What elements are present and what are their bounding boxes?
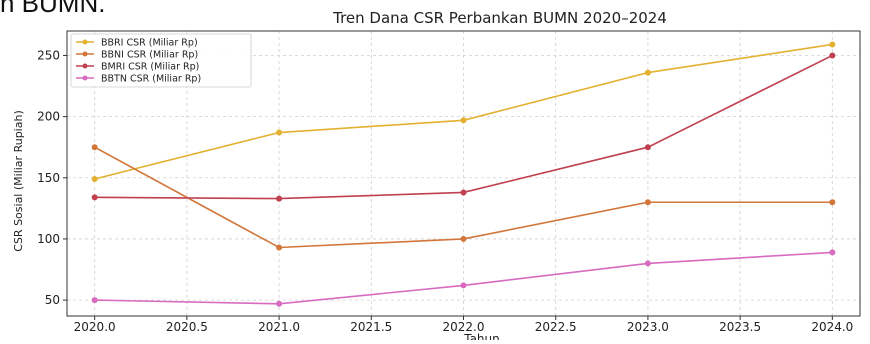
data-point-bbni bbox=[91, 144, 98, 151]
chart-title: Tren Dana CSR Perbankan BUMN 2020–2024 bbox=[332, 9, 667, 27]
legend-label: BBRI CSR (Miliar Rp) bbox=[101, 38, 198, 49]
series-layer bbox=[91, 41, 836, 307]
page-text-fragment: n BUMN. bbox=[0, 0, 106, 18]
data-point-bbri bbox=[829, 41, 836, 48]
data-point-bmri bbox=[644, 144, 651, 151]
data-point-bmri bbox=[276, 195, 283, 202]
y-tick-label: 200 bbox=[37, 110, 60, 124]
legend-swatch-marker bbox=[82, 75, 88, 81]
data-point-bbtn bbox=[91, 297, 98, 304]
series-bbri bbox=[91, 41, 836, 183]
x-axis-ticks: 2020.0 2020.5 2021.0 2021.5 2022.0 2022.5 2023… bbox=[74, 316, 853, 334]
series-bbni bbox=[91, 144, 836, 251]
x-tick-label: 2022.0 bbox=[443, 320, 485, 334]
x-tick-label: 2024.0 bbox=[811, 320, 853, 334]
series-bbtn bbox=[91, 249, 836, 307]
data-point-bbri bbox=[644, 69, 651, 76]
x-tick-label: 2021.0 bbox=[258, 320, 300, 334]
y-tick-label: 100 bbox=[37, 232, 60, 246]
y-tick-label: 250 bbox=[37, 48, 60, 62]
x-tick-label: 2020.0 bbox=[74, 320, 116, 334]
data-point-bbri bbox=[276, 129, 283, 136]
data-point-bbtn bbox=[644, 260, 651, 267]
legend-swatch-marker bbox=[82, 51, 88, 57]
legend-label: BBNI CSR (Miliar Rp) bbox=[101, 50, 198, 61]
data-point-bmri bbox=[460, 189, 467, 196]
y-axis-label: CSR Sosial (Miliar Rupiah) bbox=[12, 110, 25, 251]
legend-label: BMRI CSR (Miliar Rp) bbox=[101, 62, 199, 73]
legend-swatch-marker bbox=[82, 63, 88, 69]
x-tick-label: 2023.5 bbox=[719, 320, 761, 334]
y-tick-label: 50 bbox=[45, 293, 60, 307]
data-point-bmri bbox=[91, 194, 98, 201]
y-tick-label: 150 bbox=[37, 171, 60, 185]
data-point-bbtn bbox=[276, 300, 283, 307]
data-point-bbtn bbox=[460, 282, 467, 289]
legend: BBRI CSR (Miliar Rp)BBNI CSR (Miliar Rp)… bbox=[70, 33, 252, 88]
legend-swatch-marker bbox=[82, 39, 88, 45]
data-point-bbni bbox=[276, 244, 283, 251]
x-tick-label: 2023.0 bbox=[627, 320, 669, 334]
data-point-bbni bbox=[829, 199, 836, 206]
legend-box bbox=[70, 33, 252, 88]
x-tick-label: 2022.5 bbox=[535, 320, 577, 334]
data-point-bbri bbox=[91, 176, 98, 183]
data-point-bbri bbox=[460, 117, 467, 124]
data-point-bmri bbox=[829, 52, 836, 59]
legend-label: BBTN CSR (Miliar Rp) bbox=[101, 74, 201, 85]
y-axis-ticks: 50 100 150 200 250 bbox=[37, 48, 67, 307]
x-tick-label: 2020.5 bbox=[166, 320, 208, 334]
x-tick-label: 2021.5 bbox=[350, 320, 392, 334]
data-point-bbtn bbox=[829, 249, 836, 256]
data-point-bbni bbox=[644, 199, 651, 206]
data-point-bbni bbox=[460, 235, 467, 242]
series-bmri bbox=[91, 52, 836, 202]
